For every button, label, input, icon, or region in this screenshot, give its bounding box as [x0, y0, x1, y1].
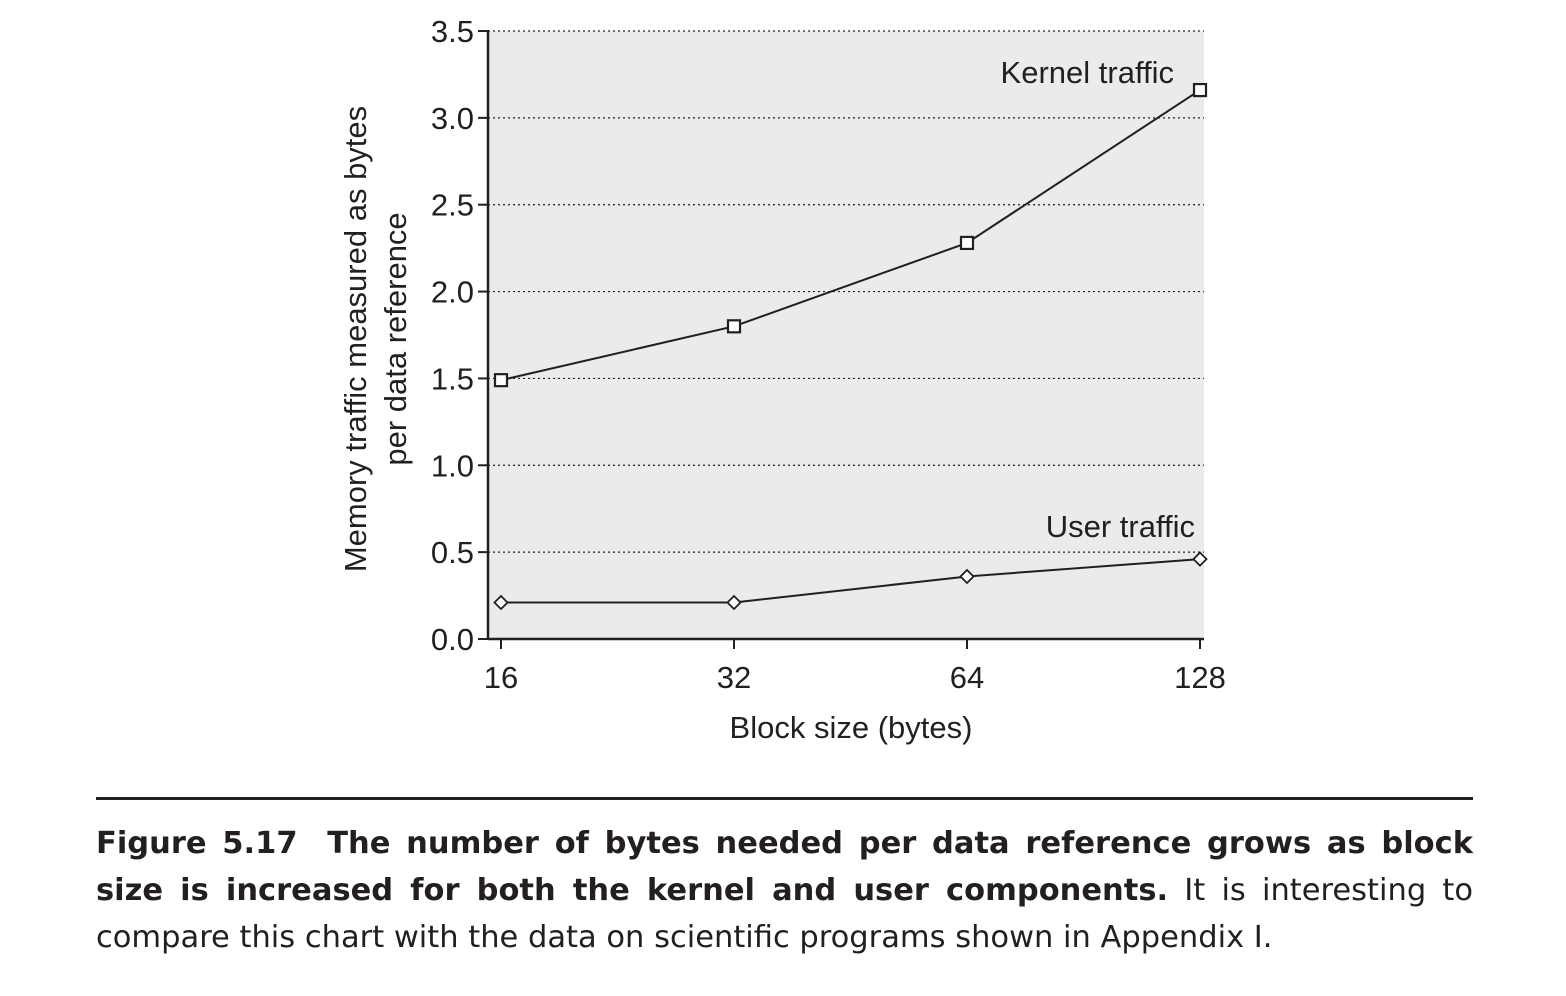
y-tick-label: 3.5 [431, 14, 474, 49]
labels: 0.0 0.5 1.0 1.5 2.0 2.5 3.0 3.5 16 32 64 128 Block s… [338, 14, 1226, 745]
plot-background [488, 31, 1204, 639]
figure-title: The number of bytes needed per data refe… [96, 826, 1474, 908]
data-point-square [959, 235, 975, 251]
y-axis-title-line: per data reference [378, 212, 413, 465]
x-axis-title: Block size (bytes) [730, 710, 973, 745]
series-label: User traffic [1046, 509, 1195, 544]
y-tick-label: 3.0 [431, 101, 474, 136]
x-tick-label: 32 [717, 660, 751, 695]
series-line [501, 558, 1201, 604]
x-tick-label: 16 [484, 660, 518, 695]
x-tick-label: 64 [950, 660, 984, 695]
y-tick-label: 1.5 [431, 361, 474, 396]
figure-number: Figure 5.17 [96, 826, 298, 861]
y-tick-label: 0.0 [431, 622, 474, 657]
figure-body: It is interesting to compare this chart … [96, 873, 1473, 955]
data-point-square [493, 373, 509, 388]
y-tick-label: 2.0 [431, 275, 474, 310]
series [493, 82, 1208, 611]
y-axis-title: Memory traffic measured as bytes per data… [338, 106, 413, 572]
gridlines [488, 30, 1204, 553]
series-label: Kernel traffic [1001, 55, 1174, 90]
figure-caption: Figure 5.17 The number of bytes needed p… [96, 820, 1473, 961]
y-tick-label: 1.0 [431, 448, 474, 483]
x-tick-label: 128 [1174, 660, 1226, 695]
series-line [500, 89, 1201, 382]
data-point-diamond [726, 594, 742, 611]
axes [478, 30, 1204, 649]
data-point-square [726, 319, 742, 334]
caption-divider [96, 797, 1473, 800]
data-point-diamond [1192, 551, 1208, 567]
line-chart: 0.0 0.5 1.0 1.5 2.0 2.5 3.0 3.5 16 32 64 128 Block s… [338, 14, 1226, 745]
data-point-diamond [493, 594, 509, 611]
y-tick-label: 2.5 [431, 188, 474, 223]
data-point-square [1192, 82, 1208, 98]
y-axis-title-line: Memory traffic measured as bytes [338, 106, 373, 572]
data-point-diamond [959, 568, 975, 585]
y-tick-label: 0.5 [431, 535, 474, 570]
